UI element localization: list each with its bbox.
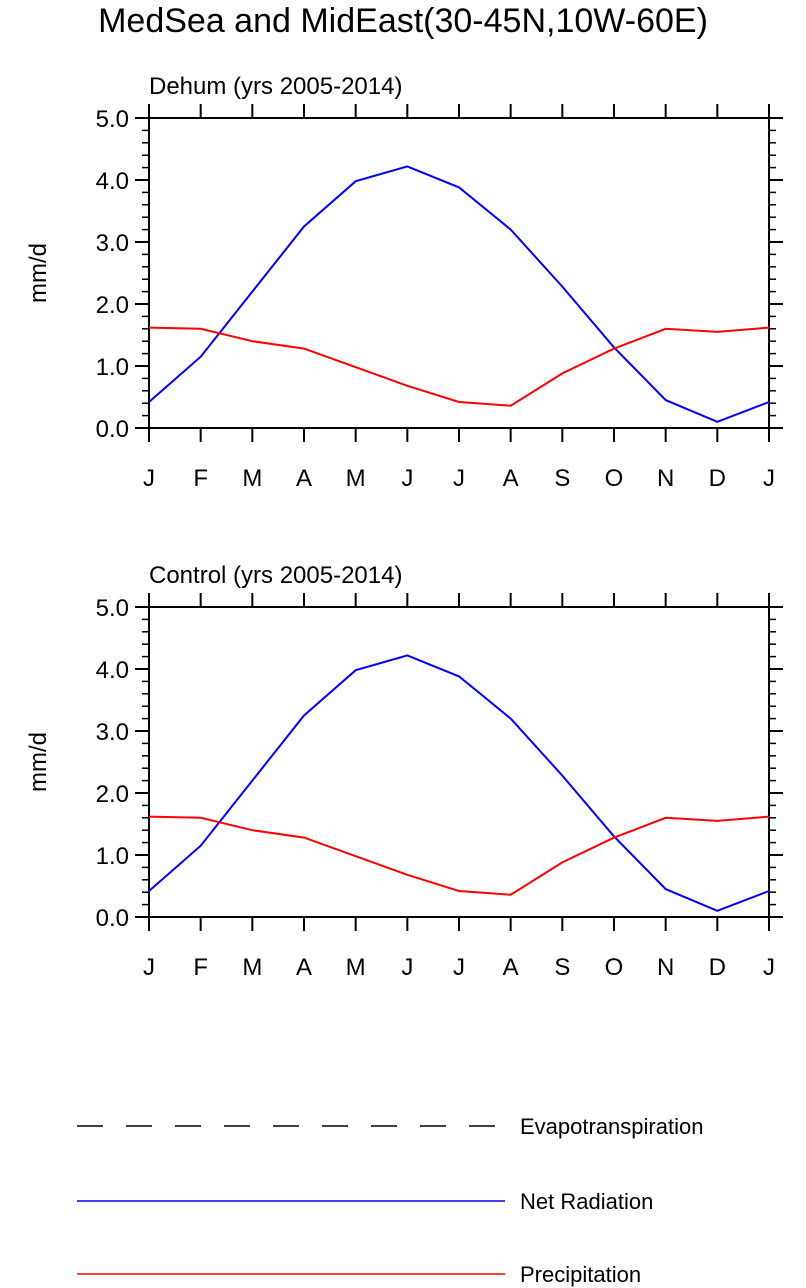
legend-label-evapotranspiration: Evapotranspiration xyxy=(520,1114,703,1139)
x-tick-label: A xyxy=(503,954,519,981)
chart-panel-1: Dehum (yrs 2005-2014) J F M A M J J A S O N D J 0.0 1.0… xyxy=(25,73,783,492)
x-tick-label: S xyxy=(554,954,570,981)
x-tick-label: D xyxy=(709,954,726,981)
plot-frame xyxy=(148,606,770,918)
y-tick-label: 5.0 xyxy=(96,595,129,622)
x-tick-label: S xyxy=(554,465,570,492)
chart-panel-2: Control (yrs 2005-2014) J F M A M J J A S O N D J 0.0 1… xyxy=(25,562,783,981)
x-tick-label: N xyxy=(657,465,674,492)
x-tick-label: J xyxy=(453,465,465,492)
y-axis-label: mm/d xyxy=(25,732,52,792)
x-tick-label: A xyxy=(296,465,312,492)
x-tick-label: J xyxy=(143,465,155,492)
x-tick-label: J xyxy=(453,954,465,981)
x-tick-label: M xyxy=(242,954,262,981)
x-tick-label: J xyxy=(143,954,155,981)
x-tick-label: M xyxy=(242,465,262,492)
y-axis-label: mm/d xyxy=(25,243,52,303)
x-tick-label: O xyxy=(605,954,624,981)
net-radiation-line xyxy=(148,165,770,423)
x-tick-label: J xyxy=(763,465,775,492)
y-tick-label: 2.0 xyxy=(96,292,129,319)
legend-label-net-radiation: Net Radiation xyxy=(520,1189,653,1214)
net-radiation-line xyxy=(148,654,770,912)
x-tick-label: O xyxy=(605,465,624,492)
plot-frame xyxy=(148,117,770,429)
x-tick-label: A xyxy=(296,954,312,981)
y-tick-label: 4.0 xyxy=(96,168,129,195)
x-tick-label: F xyxy=(193,954,208,981)
x-tick-label: D xyxy=(709,465,726,492)
y-tick-label: 4.0 xyxy=(96,657,129,684)
x-tick-label: A xyxy=(503,465,519,492)
y-tick-label: 3.0 xyxy=(96,719,129,746)
y-tick-label: 1.0 xyxy=(96,354,129,381)
x-tick-label: J xyxy=(763,954,775,981)
x-tick-label: M xyxy=(346,465,366,492)
x-tick-label: J xyxy=(401,954,413,981)
figure-title: MedSea and MidEast(30-45N,10W-60E) xyxy=(98,2,708,40)
panel-title: Dehum (yrs 2005-2014) xyxy=(149,73,402,100)
x-tick-label: F xyxy=(193,465,208,492)
y-tick-label: 0.0 xyxy=(96,905,129,932)
panel-title: Control (yrs 2005-2014) xyxy=(149,562,402,589)
x-tick-label: M xyxy=(346,954,366,981)
y-tick-label: 3.0 xyxy=(96,230,129,257)
y-tick-label: 2.0 xyxy=(96,781,129,808)
legend: Evapotranspiration Net Radiation Precipita… xyxy=(77,1114,703,1287)
precipitation-line xyxy=(148,815,770,896)
precipitation-line xyxy=(148,326,770,407)
x-tick-label: N xyxy=(657,954,674,981)
y-tick-label: 1.0 xyxy=(96,843,129,870)
legend-label-precipitation: Precipitation xyxy=(520,1262,641,1287)
y-tick-label: 0.0 xyxy=(96,416,129,443)
y-tick-label: 5.0 xyxy=(96,106,129,133)
x-tick-label: J xyxy=(401,465,413,492)
